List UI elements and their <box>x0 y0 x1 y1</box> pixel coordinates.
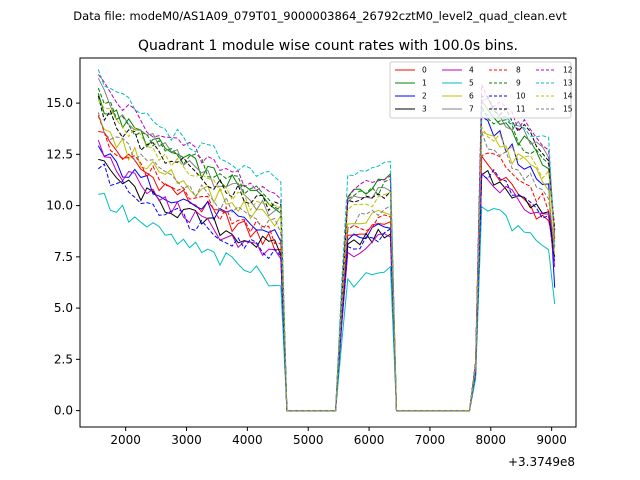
series-line-14 <box>97 99 556 412</box>
axes-frame <box>79 57 577 428</box>
legend-label-13: 13 <box>563 79 573 88</box>
legend-label-5: 5 <box>469 79 474 88</box>
y-tick-label: 2.5 <box>54 352 73 366</box>
legend-label-0: 0 <box>422 66 427 75</box>
y-tick-label: 7.5 <box>54 250 73 264</box>
legend-label-15: 15 <box>563 105 573 114</box>
figure-suptitle: Data file: modeM0/AS1A09_079T01_90000038… <box>73 9 567 23</box>
y-tick-label: 0.0 <box>54 404 73 418</box>
x-tick-label: 4000 <box>232 433 263 447</box>
x-tick-label: 6000 <box>354 433 385 447</box>
x-tick-label: 3000 <box>171 433 202 447</box>
legend-label-1: 1 <box>422 79 427 88</box>
x-tick-label: 9000 <box>536 433 567 447</box>
legend-label-3: 3 <box>422 105 427 114</box>
series-line-7 <box>97 77 556 412</box>
legend-label-11: 11 <box>516 105 526 114</box>
y-tick-label: 12.5 <box>46 147 73 161</box>
series-line-5 <box>98 192 556 412</box>
series-line-6 <box>97 116 556 412</box>
y-tick-label: 10.0 <box>46 199 73 213</box>
legend-box <box>389 61 572 119</box>
x-axis-offset-label: +3.3749e8 <box>508 455 575 469</box>
x-tick-label: 5000 <box>293 433 324 447</box>
series-line-3 <box>98 158 556 412</box>
plot-area: 2000 3000 4000 5000 6000 7000 8000 9000 0.0 2.5 5.… <box>46 57 577 447</box>
series-line-11 <box>97 95 556 412</box>
legend-label-6: 6 <box>469 92 474 101</box>
series-line-13 <box>97 69 556 412</box>
series-line-4 <box>97 140 556 412</box>
series-lines <box>97 69 556 412</box>
y-tick-label: 5.0 <box>54 301 73 315</box>
series-line-1 <box>97 93 556 412</box>
legend-label-9: 9 <box>516 79 521 88</box>
series-line-12 <box>97 74 556 412</box>
legend-label-2: 2 <box>422 92 427 101</box>
x-tick-label: 2000 <box>110 433 141 447</box>
legend-label-4: 4 <box>469 66 474 75</box>
legend-label-14: 14 <box>563 92 573 101</box>
series-line-15 <box>97 112 556 412</box>
x-tick-label: 8000 <box>476 433 507 447</box>
legend-label-10: 10 <box>516 92 526 101</box>
series-line-2 <box>97 115 556 412</box>
legend-label-8: 8 <box>516 66 521 75</box>
series-line-8 <box>97 115 556 412</box>
legend-label-12: 12 <box>563 66 573 75</box>
series-line-9 <box>97 87 556 412</box>
x-tick-label: 7000 <box>415 433 446 447</box>
chart-title: Quadrant 1 module wise count rates with … <box>138 38 518 54</box>
y-tick-label: 15.0 <box>46 96 73 110</box>
legend-label-7: 7 <box>469 105 474 114</box>
